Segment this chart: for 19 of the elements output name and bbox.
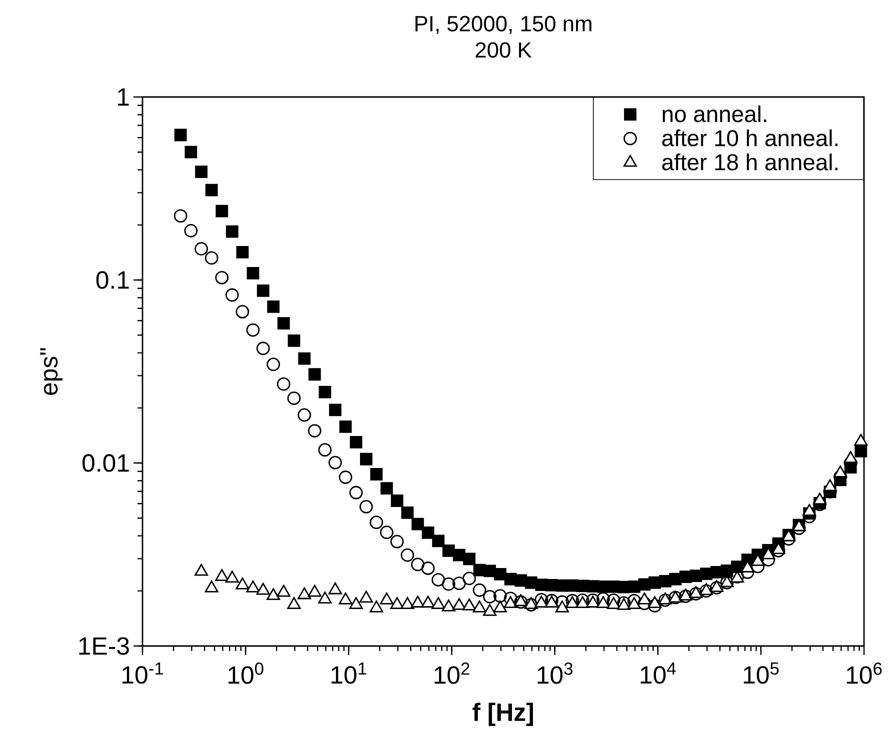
x-axis-title: f [Hz] — [472, 702, 533, 726]
x-tick-label: 10$^{2}$ — [434, 662, 470, 684]
legend-label: no anneal. — [662, 105, 766, 122]
x-tick-label: 10$^{1}$ — [332, 662, 366, 684]
legend-label: after 10 h anneal. — [662, 129, 838, 146]
y-axis-title: eps" — [40, 348, 63, 395]
chart-subtitle: 200 K — [476, 42, 532, 58]
x-tick-label: 10$^{4}$ — [640, 662, 676, 684]
legend-label: after 18 h anneal. — [662, 154, 838, 170]
y-tick-label: 0.1 — [96, 271, 129, 289]
chart-title: PI, 52000, 150 nm — [415, 16, 592, 34]
y-tick-label: 0.01 — [82, 454, 129, 472]
y-tick-label: 1 — [118, 88, 129, 106]
y-tick-label: 1E-3 — [79, 637, 129, 655]
x-tick-label: 10$^{-1}$ — [122, 662, 163, 684]
x-tick-label: 10$^{3}$ — [538, 662, 572, 684]
x-tick-label: 10$^{0}$ — [228, 662, 264, 684]
x-tick-label: 10$^{6}$ — [846, 662, 882, 684]
x-tick-label: 10$^{5}$ — [744, 662, 779, 684]
